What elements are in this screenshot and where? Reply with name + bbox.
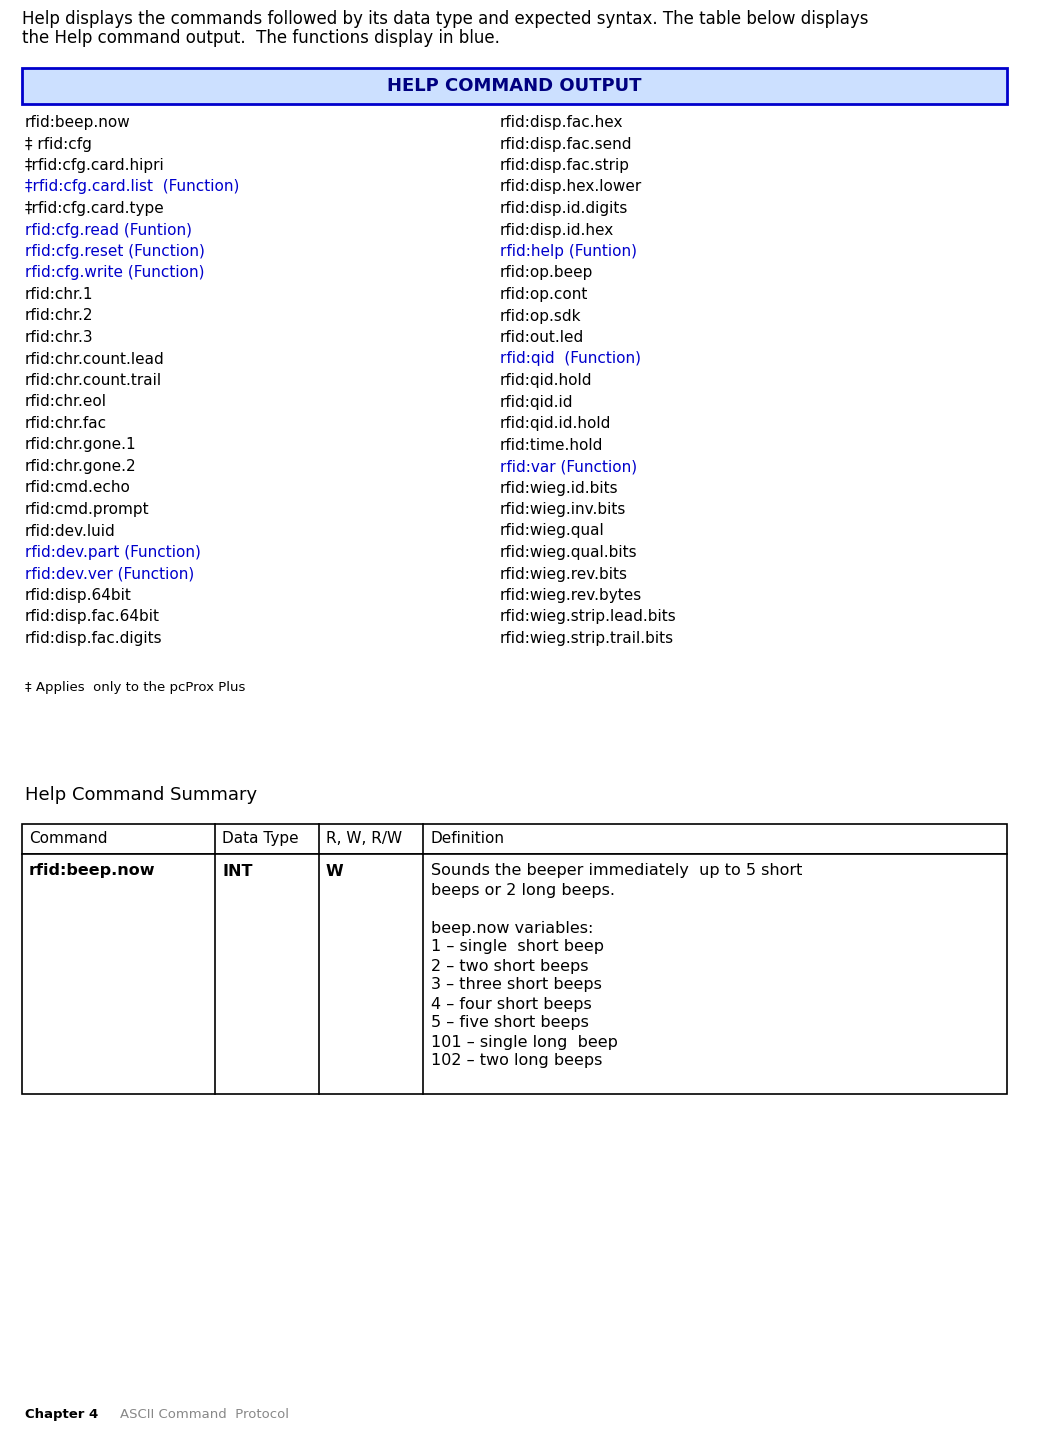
- Text: rfid:wieg.rev.bytes: rfid:wieg.rev.bytes: [500, 588, 642, 603]
- Text: rfid:beep.now: rfid:beep.now: [29, 863, 156, 879]
- Text: rfid:cmd.prompt: rfid:cmd.prompt: [25, 502, 150, 518]
- Text: rfid:wieg.strip.lead.bits: rfid:wieg.strip.lead.bits: [500, 610, 676, 624]
- Text: rfid:dev.part (Function): rfid:dev.part (Function): [25, 545, 201, 559]
- Text: rfid:disp.hex.lower: rfid:disp.hex.lower: [500, 180, 642, 194]
- Text: ASCII Command  Protocol: ASCII Command Protocol: [120, 1408, 289, 1421]
- Text: 3 – three short beeps: 3 – three short beeps: [431, 978, 602, 992]
- Text: INT: INT: [222, 863, 252, 879]
- Text: rfid:wieg.qual.bits: rfid:wieg.qual.bits: [500, 545, 638, 559]
- Text: HELP COMMAND OUTPUT: HELP COMMAND OUTPUT: [387, 78, 642, 95]
- Text: rfid:disp.id.hex: rfid:disp.id.hex: [500, 223, 615, 237]
- Text: ‡rfid:cfg.card.hipri: ‡rfid:cfg.card.hipri: [25, 158, 164, 173]
- Text: rfid:cmd.echo: rfid:cmd.echo: [25, 480, 131, 496]
- Text: rfid:disp.fac.64bit: rfid:disp.fac.64bit: [25, 610, 160, 624]
- Text: rfid:disp.fac.digits: rfid:disp.fac.digits: [25, 631, 162, 646]
- Text: rfid:disp.fac.send: rfid:disp.fac.send: [500, 137, 632, 151]
- Text: rfid:var (Function): rfid:var (Function): [500, 459, 638, 475]
- Text: Data Type: Data Type: [222, 831, 298, 846]
- Text: rfid:cfg.read (Funtion): rfid:cfg.read (Funtion): [25, 223, 192, 237]
- Text: rfid:chr.2: rfid:chr.2: [25, 309, 93, 324]
- Text: rfid:cfg.reset (Function): rfid:cfg.reset (Function): [25, 244, 205, 259]
- Text: rfid:op.beep: rfid:op.beep: [500, 266, 594, 280]
- Text: Command: Command: [29, 831, 108, 846]
- Text: rfid:wieg.qual: rfid:wieg.qual: [500, 523, 605, 538]
- Text: rfid:chr.count.trail: rfid:chr.count.trail: [25, 372, 162, 388]
- Text: 5 – five short beeps: 5 – five short beeps: [431, 1015, 588, 1031]
- Text: rfid:qid.hold: rfid:qid.hold: [500, 372, 593, 388]
- Text: ‡ rfid:cfg: ‡ rfid:cfg: [25, 137, 92, 151]
- Text: 2 – two short beeps: 2 – two short beeps: [431, 959, 588, 974]
- Text: ‡rfid:cfg.card.list  (Function): ‡rfid:cfg.card.list (Function): [25, 180, 240, 194]
- Text: rfid:chr.gone.2: rfid:chr.gone.2: [25, 459, 136, 475]
- Text: W: W: [326, 863, 343, 879]
- Text: rfid:time.hold: rfid:time.hold: [500, 437, 603, 453]
- Text: rfid:disp.64bit: rfid:disp.64bit: [25, 588, 132, 603]
- Text: rfid:cfg.write (Function): rfid:cfg.write (Function): [25, 266, 204, 280]
- Text: the Help command output.  The functions display in blue.: the Help command output. The functions d…: [22, 29, 499, 47]
- Text: rfid:qid.id: rfid:qid.id: [500, 394, 574, 410]
- Text: rfid:qid  (Function): rfid:qid (Function): [500, 351, 641, 367]
- Text: rfid:disp.fac.hex: rfid:disp.fac.hex: [500, 115, 624, 129]
- Text: rfid:op.sdk: rfid:op.sdk: [500, 309, 581, 324]
- FancyBboxPatch shape: [22, 68, 1007, 104]
- Text: rfid:wieg.id.bits: rfid:wieg.id.bits: [500, 480, 619, 496]
- Text: rfid:chr.gone.1: rfid:chr.gone.1: [25, 437, 136, 453]
- Text: rfid:disp.id.digits: rfid:disp.id.digits: [500, 201, 628, 216]
- FancyBboxPatch shape: [22, 854, 1007, 1093]
- Text: beeps or 2 long beeps.: beeps or 2 long beeps.: [431, 883, 615, 897]
- Text: 101 – single long  beep: 101 – single long beep: [431, 1034, 618, 1050]
- Text: rfid:dev.ver (Function): rfid:dev.ver (Function): [25, 567, 195, 581]
- Text: Help Command Summary: Help Command Summary: [25, 785, 258, 804]
- FancyBboxPatch shape: [22, 824, 1007, 854]
- Text: rfid:chr.3: rfid:chr.3: [25, 329, 93, 345]
- Text: rfid:help (Funtion): rfid:help (Funtion): [500, 244, 637, 259]
- Text: rfid:op.cont: rfid:op.cont: [500, 288, 588, 302]
- Text: ‡rfid:cfg.card.type: ‡rfid:cfg.card.type: [25, 201, 164, 216]
- Text: rfid:out.led: rfid:out.led: [500, 329, 584, 345]
- Text: rfid:wieg.rev.bits: rfid:wieg.rev.bits: [500, 567, 628, 581]
- Text: Chapter 4: Chapter 4: [25, 1408, 98, 1421]
- Text: ‡ Applies  only to the pcProx Plus: ‡ Applies only to the pcProx Plus: [25, 680, 245, 693]
- Text: Sounds the beeper immediately  up to 5 short: Sounds the beeper immediately up to 5 sh…: [431, 863, 802, 879]
- Text: beep.now variables:: beep.now variables:: [431, 920, 594, 936]
- Text: 1 – single  short beep: 1 – single short beep: [431, 939, 604, 955]
- Text: 102 – two long beeps: 102 – two long beeps: [431, 1054, 602, 1068]
- Text: rfid:wieg.inv.bits: rfid:wieg.inv.bits: [500, 502, 626, 518]
- Text: rfid:chr.eol: rfid:chr.eol: [25, 394, 107, 410]
- Text: Definition: Definition: [430, 831, 504, 846]
- Text: rfid:disp.fac.strip: rfid:disp.fac.strip: [500, 158, 630, 173]
- Text: R, W, R/W: R, W, R/W: [326, 831, 402, 846]
- Text: rfid:chr.fac: rfid:chr.fac: [25, 416, 107, 431]
- Text: 4 – four short beeps: 4 – four short beeps: [431, 997, 592, 1011]
- Text: rfid:wieg.strip.trail.bits: rfid:wieg.strip.trail.bits: [500, 631, 674, 646]
- Text: rfid:chr.1: rfid:chr.1: [25, 288, 93, 302]
- Text: rfid:beep.now: rfid:beep.now: [25, 115, 131, 129]
- Text: rfid:dev.luid: rfid:dev.luid: [25, 523, 116, 538]
- Text: Help displays the commands followed by its data type and expected syntax. The ta: Help displays the commands followed by i…: [22, 10, 869, 27]
- Text: rfid:qid.id.hold: rfid:qid.id.hold: [500, 416, 611, 431]
- Text: rfid:chr.count.lead: rfid:chr.count.lead: [25, 351, 164, 367]
